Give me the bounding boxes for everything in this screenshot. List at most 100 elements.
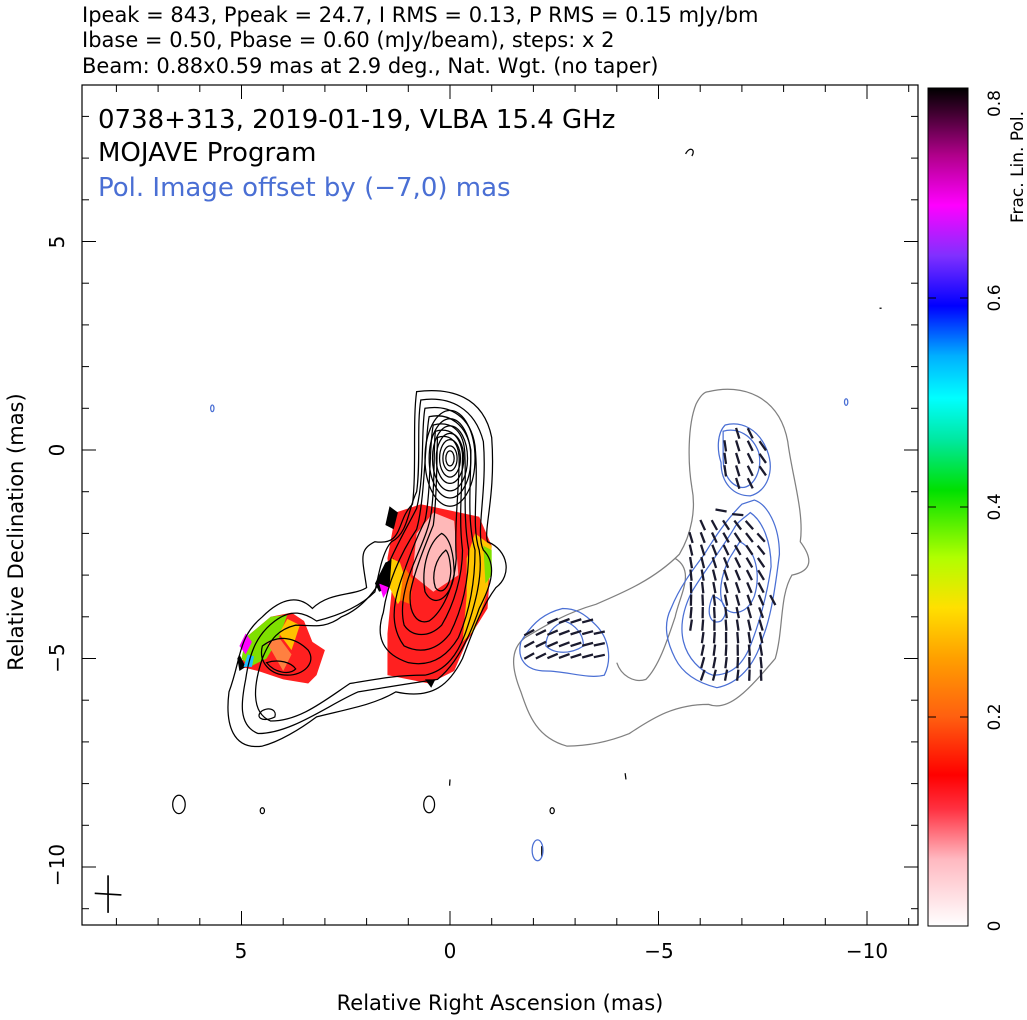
evpa-vector <box>735 594 741 606</box>
evpa-vector <box>570 618 582 624</box>
evpa-vector <box>689 569 693 581</box>
evpa-vector <box>535 652 547 660</box>
evpa-vector <box>722 556 730 569</box>
x-tick-labels: 5 0 −5 −10 <box>235 939 888 963</box>
evpa-vector <box>722 544 730 556</box>
evpa-vector <box>581 641 594 647</box>
evpa-vector <box>746 427 754 439</box>
evpa-vector <box>699 544 706 556</box>
evpa-vector <box>756 544 766 556</box>
evpa-vector <box>581 653 594 659</box>
evpa-vector <box>734 427 741 440</box>
evpa-vector <box>688 544 694 556</box>
evpa-vector <box>758 619 764 631</box>
evpa-vector <box>535 629 547 637</box>
evpa-vector <box>756 532 766 543</box>
x-tick-label-neg10: −10 <box>846 939 888 963</box>
evpa-vector <box>711 556 718 569</box>
evpa-vector <box>581 618 594 624</box>
y-axis-title: Relative Declination (mas) <box>4 393 28 670</box>
polarization-contours <box>210 388 849 862</box>
evpa-vector <box>699 519 707 531</box>
evpa-vector <box>699 669 706 681</box>
evpa-vector <box>746 581 753 594</box>
colorbar-tick-label-0.8: 0.8 <box>985 90 1005 117</box>
evpa-vector <box>723 440 728 452</box>
evpa-vector <box>570 653 582 659</box>
evpa-vector <box>712 594 717 606</box>
evpa-vector <box>724 644 728 656</box>
header-line-2: Ibase = 0.50, Pbase = 0.60 (mJy/beam), s… <box>82 28 615 52</box>
evpa-vector <box>735 669 740 681</box>
evpa-vector <box>747 631 752 644</box>
evpa-vector <box>546 617 559 625</box>
evpa-vector <box>747 619 752 631</box>
colorbar-tick-label-0.2: 0.2 <box>985 703 1005 730</box>
evpa-vector <box>758 606 765 619</box>
evpa-vector <box>711 669 717 681</box>
evpa-vector <box>688 531 694 544</box>
y-tick-label-neg5: −5 <box>45 643 69 672</box>
evpa-vector <box>734 440 741 452</box>
evpa-vector <box>558 652 570 660</box>
evpa-vector <box>701 594 705 606</box>
x-axis-title: Relative Right Ascension (mas) <box>337 991 664 1015</box>
x-tick-label-0: 0 <box>444 939 457 963</box>
evpa-vector <box>570 641 582 648</box>
evpa-vector <box>700 656 706 669</box>
evpa-vector <box>688 556 694 569</box>
evpa-vector <box>736 656 740 669</box>
evpa-vector <box>758 631 764 644</box>
evpa-vector <box>746 452 754 464</box>
evpa-vector <box>746 477 754 489</box>
evpa-vector <box>723 465 728 477</box>
evpa-vector <box>724 606 728 619</box>
evpa-vector <box>745 569 753 581</box>
evpa-vector <box>689 619 694 631</box>
evpa-vector <box>700 569 705 581</box>
evpa-vector <box>593 653 606 659</box>
evpa-vector <box>723 581 729 594</box>
evpa-vector <box>546 652 559 660</box>
evpa-vector <box>710 531 718 544</box>
evpa-vector <box>746 465 754 477</box>
evpa-vector <box>723 569 729 581</box>
evpa-vector <box>710 519 719 531</box>
evpa-vector <box>689 606 693 619</box>
evpa-vectors <box>523 427 777 681</box>
evpa-vector <box>593 630 606 635</box>
evpa-vector <box>734 569 741 581</box>
evpa-vector <box>699 531 706 544</box>
evpa-vector <box>523 652 535 660</box>
colorbar-title: Frac. Lin. Pol. <box>1008 111 1027 223</box>
evpa-vector <box>723 669 729 681</box>
y-tick-labels: 5 0 −5 −10 <box>45 236 69 886</box>
evpa-vector <box>734 465 741 477</box>
evpa-vector <box>769 594 777 606</box>
evpa-vector <box>546 629 559 636</box>
evpa-vector <box>756 557 766 568</box>
evpa-vector <box>744 520 754 531</box>
x-tick-label-5: 5 <box>235 939 248 963</box>
evpa-vector <box>715 508 727 513</box>
evpa-vector <box>700 581 705 594</box>
fractional-pol-map <box>237 504 492 688</box>
evpa-vector <box>570 629 582 636</box>
evpa-vector <box>723 452 728 465</box>
evpa-vector <box>712 631 716 644</box>
stokes-i-contours <box>172 148 882 857</box>
evpa-vector <box>757 569 765 581</box>
evpa-vector <box>700 644 705 656</box>
colorbar-ticks <box>928 297 968 718</box>
plot-frame <box>81 84 919 926</box>
program-annotation: MOJAVE Program <box>98 138 316 168</box>
evpa-vector <box>757 594 765 606</box>
evpa-vector <box>758 465 767 477</box>
evpa-vector <box>722 519 731 531</box>
evpa-vector <box>700 631 705 644</box>
header-line-3: Beam: 0.88x0.59 mas at 2.9 deg., Nat. Wg… <box>82 54 659 78</box>
colorbar-tick-label-0.6: 0.6 <box>985 284 1005 311</box>
evpa-vector <box>712 581 717 594</box>
evpa-vector <box>593 642 606 647</box>
evpa-vector <box>711 544 718 556</box>
